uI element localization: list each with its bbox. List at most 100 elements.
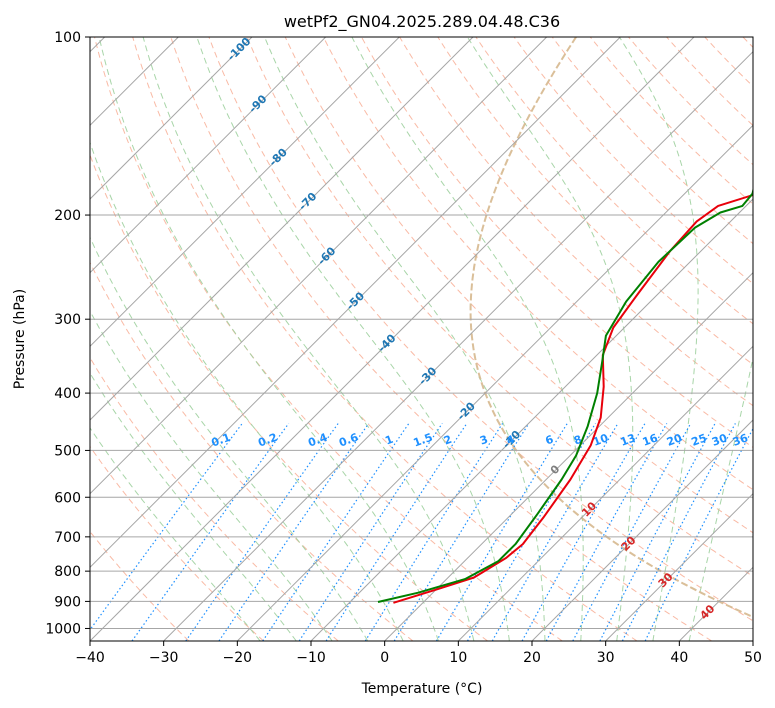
mixing-ratio-label: 13 bbox=[619, 431, 638, 448]
moist-adiabat bbox=[90, 427, 261, 641]
mixing-ratio-line bbox=[364, 423, 504, 641]
mixing-ratio-line bbox=[599, 423, 716, 641]
isotherm-gridline bbox=[90, 37, 253, 200]
y-tick-label: 500 bbox=[54, 443, 81, 459]
x-tick-label: 0 bbox=[380, 650, 389, 666]
mixing-ratio-label: 3 bbox=[478, 433, 490, 448]
x-axis-label: Temperature (°C) bbox=[361, 681, 483, 697]
isotherm-gridline bbox=[531, 419, 753, 641]
dry-adiabat bbox=[246, 37, 753, 577]
isotherm-gridline bbox=[90, 37, 474, 421]
mixing-ratio-label: 6 bbox=[544, 433, 556, 448]
mixing-ratio-label: 36 bbox=[731, 431, 750, 449]
isotherm-gridline bbox=[457, 345, 753, 641]
isotherm-gridline bbox=[90, 37, 400, 348]
moist-adiabat bbox=[90, 372, 297, 641]
mixing-ratio-label: 1.5 bbox=[412, 431, 435, 450]
mixing-ratio-line bbox=[325, 423, 468, 641]
dry-adiabat bbox=[132, 37, 638, 641]
moist-adiabat bbox=[196, 37, 510, 641]
mixing-ratio-label: 0.1 bbox=[210, 431, 233, 450]
moist-adiabat bbox=[90, 141, 404, 641]
dry-adiabat bbox=[90, 261, 414, 641]
moist-adiabat bbox=[90, 310, 333, 641]
mixing-ratio-line bbox=[435, 423, 568, 641]
dry-adiabat bbox=[90, 356, 339, 641]
isotherm-gridline bbox=[384, 271, 753, 641]
dry-adiabat bbox=[513, 37, 753, 285]
mixing-ratio-label: 0.2 bbox=[256, 431, 279, 450]
dry-adiabat bbox=[94, 37, 563, 641]
x-tick-label: −20 bbox=[223, 650, 253, 666]
plot-frame bbox=[89, 36, 754, 642]
isotherm-gridline bbox=[310, 198, 753, 641]
y-tick-label: 700 bbox=[54, 530, 81, 546]
profiles bbox=[377, 186, 753, 604]
x-tick-label: 50 bbox=[744, 650, 762, 666]
mixing-ratio-label: 16 bbox=[641, 431, 660, 449]
mixing-ratio-line bbox=[185, 423, 339, 641]
mixing-ratio-label: 4 bbox=[505, 433, 517, 448]
dry-adiabat bbox=[90, 445, 264, 641]
mixing-ratio-label: 10 bbox=[591, 431, 610, 449]
isotherm-gridline bbox=[163, 50, 753, 641]
isotherm-gridline bbox=[236, 124, 753, 641]
isotherm-gridline bbox=[605, 492, 753, 641]
x-tick-label: 10 bbox=[449, 650, 467, 666]
dry-adiabat bbox=[322, 37, 753, 491]
y-tick-label: 400 bbox=[54, 386, 81, 402]
dry-adiabat bbox=[284, 37, 753, 534]
dry-adiabat bbox=[170, 37, 712, 641]
mixing-ratio-line bbox=[572, 423, 692, 641]
mixing-ratio-line bbox=[521, 423, 646, 641]
y-tick-label: 200 bbox=[54, 208, 81, 224]
moist-adiabat bbox=[688, 355, 753, 641]
mixing-ratio-label: 0.6 bbox=[337, 431, 360, 450]
x-tick-label: 20 bbox=[523, 650, 541, 666]
y-tick-label: 300 bbox=[54, 312, 81, 328]
y-axis: 100 200 300 400 500 600 700 800 900 1000 bbox=[45, 30, 90, 637]
mixing-ratio-label: 20 bbox=[665, 431, 684, 449]
y-axis-label: Pressure (hPa) bbox=[12, 289, 28, 389]
mixing-ratio-label: 30 bbox=[710, 431, 729, 449]
mixing-ratio-line bbox=[621, 423, 736, 641]
x-tick-label: 30 bbox=[597, 650, 615, 666]
moist-adiabat bbox=[618, 37, 699, 641]
mixing-ratio-line bbox=[218, 423, 370, 641]
y-tick-label: 100 bbox=[54, 30, 81, 46]
x-tick-label: −10 bbox=[296, 650, 326, 666]
isotherm-gridline bbox=[90, 37, 327, 274]
dewpoint-profile bbox=[377, 186, 753, 603]
background-lines bbox=[90, 37, 753, 641]
moist-adiabat bbox=[351, 37, 584, 641]
y-tick-label: 1000 bbox=[45, 621, 81, 637]
y-tick-label: 900 bbox=[54, 594, 81, 610]
mixing-ratio-label: 1 bbox=[383, 433, 395, 448]
mixing-ratio-label: 0.4 bbox=[306, 431, 329, 450]
x-tick-label: −30 bbox=[149, 650, 179, 666]
y-tick-label: 800 bbox=[54, 564, 81, 580]
mixing-ratio-labels: 0.1 0.2 0.4 0.6 1 1.5 2 3 4 6 8 10 13 16 20 25 30 36 bbox=[210, 431, 750, 450]
mixing-ratio-label: 2 bbox=[442, 433, 454, 448]
isotherm-gridline bbox=[90, 37, 695, 641]
dry-adiabat bbox=[475, 37, 753, 325]
mixing-ratio-line bbox=[545, 423, 668, 641]
moist-adiabat bbox=[142, 37, 475, 641]
moist-adiabat bbox=[98, 37, 439, 641]
x-axis: −40 −30 −20 −10 0 10 20 30 40 50 bbox=[75, 641, 762, 666]
moist-adiabat bbox=[90, 236, 369, 641]
y-tick-label: 600 bbox=[54, 490, 81, 506]
mixing-ratio-line bbox=[131, 423, 290, 641]
dry-adiabat bbox=[208, 37, 753, 622]
x-tick-label: −40 bbox=[75, 650, 105, 666]
x-tick-label: 40 bbox=[670, 650, 688, 666]
chart-title: wetPf2_GN04.2025.289.04.48.C36 bbox=[284, 12, 560, 32]
moist-adiabat bbox=[264, 37, 546, 641]
isotherm-gridline bbox=[90, 37, 548, 495]
reference-curve bbox=[469, 37, 753, 619]
mixing-ratio-line bbox=[644, 427, 753, 641]
mixing-ratio-line bbox=[393, 423, 530, 641]
mixing-ratio-label: 8 bbox=[572, 433, 584, 448]
